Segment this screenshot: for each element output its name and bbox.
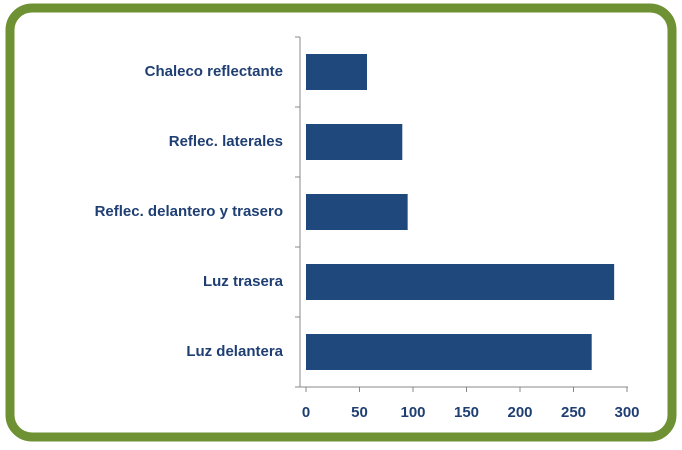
bar xyxy=(306,264,615,300)
bar xyxy=(306,334,592,370)
y-tick-label: Luz delantera xyxy=(186,343,283,360)
y-tick-label: Chaleco reflectante xyxy=(145,63,283,80)
bar xyxy=(306,54,367,90)
x-tick-label: 0 xyxy=(302,404,310,421)
x-tick-label: 100 xyxy=(400,404,425,421)
y-tick-label: Reflec. delantero y trasero xyxy=(95,203,283,220)
bar xyxy=(306,124,403,160)
x-tick-label: 150 xyxy=(454,404,479,421)
bar xyxy=(306,194,408,230)
x-tick-label: 200 xyxy=(507,404,532,421)
y-tick-label: Luz trasera xyxy=(203,273,284,290)
x-tick-label: 50 xyxy=(351,404,368,421)
x-tick-label: 300 xyxy=(614,404,639,421)
x-tick-label: 250 xyxy=(561,404,586,421)
y-tick-label: Reflec. laterales xyxy=(169,133,283,150)
